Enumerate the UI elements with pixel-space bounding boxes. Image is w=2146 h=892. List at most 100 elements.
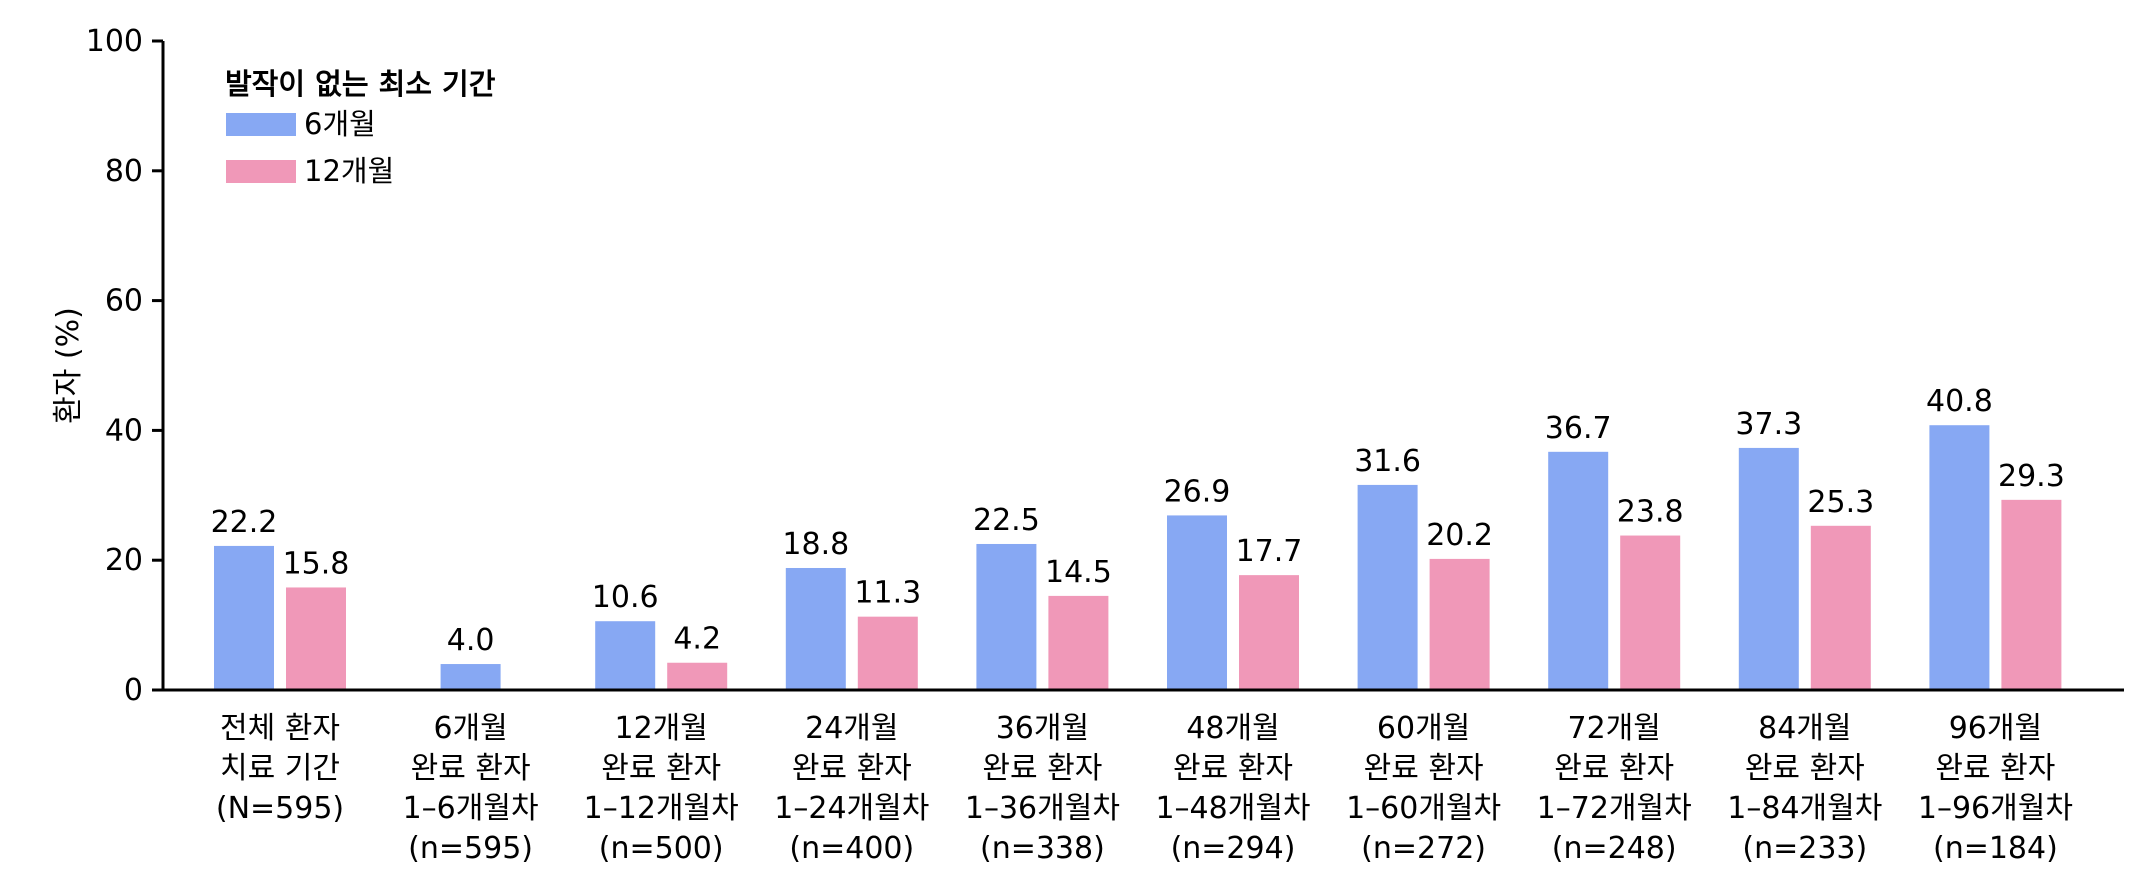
x-category-label-line: 60개월 (1377, 711, 1470, 746)
y-axis: 0 20 40 60 80 100 (86, 24, 165, 708)
bar-six-month (785, 567, 846, 690)
x-category-label-line: 1–96개월차 (1918, 791, 2073, 826)
y-tick-label: 40 (105, 413, 143, 448)
x-category-label-line: (n=400) (789, 831, 914, 866)
bar-six-month (1167, 515, 1227, 690)
legend-entry: 12개월 (304, 154, 394, 188)
value-labels: 22.215.8 4.0 10.6 4.2 18.811.3 22.514.5 26.917… (211, 384, 2065, 658)
x-category-label-line: 1–24개월차 (774, 791, 929, 826)
legend-entry: 6개월 (304, 107, 376, 141)
x-category-label-line: 1–72개월차 (1537, 791, 1692, 826)
data-label: 4.0 (447, 623, 495, 658)
bar-twelve-month (1239, 575, 1299, 690)
x-category-label-line: 1–60개월차 (1346, 791, 1501, 826)
y-tick-label: 80 (105, 154, 143, 189)
x-category-label-line: 완료 환자 (1173, 751, 1293, 786)
x-category-label-line: 96개월 (1949, 711, 2042, 746)
x-category-label: 6개월 완료 환자 1–6개월차 (n=595) (403, 711, 539, 866)
x-category-label-line: 치료 기간 (220, 751, 340, 786)
x-category-label-line: 완료 환자 (1745, 751, 1865, 786)
bar-six-month (440, 664, 501, 690)
y-tick-label: 100 (86, 24, 143, 59)
x-category-label: 24개월 완료 환자 1–24개월차 (n=400) (774, 711, 929, 866)
x-category-label-line: 1–48개월차 (1155, 791, 1310, 826)
bar-twelve-month (2001, 499, 2062, 690)
bar-six-month (1357, 484, 1418, 690)
data-label: 15.8 (283, 546, 350, 581)
x-category-label-line: 완료 환자 (1364, 751, 1484, 786)
x-category-label-line: 1–84개월차 (1727, 791, 1882, 826)
x-category-label-line: 완료 환자 (411, 751, 531, 786)
x-category-label-line: 완료 환자 (1554, 751, 1674, 786)
bar-twelve-month (667, 662, 728, 690)
data-label: 22.5 (973, 503, 1040, 538)
x-category-label-line: (n=272) (1361, 831, 1486, 866)
x-category-label-line: 완료 환자 (601, 751, 721, 786)
x-category-label-line: 24개월 (805, 711, 898, 746)
bar-twelve-month (1810, 525, 1871, 690)
bar-twelve-month (286, 587, 346, 690)
data-label: 17.7 (1236, 534, 1303, 569)
data-label: 11.3 (854, 576, 921, 611)
x-category-label-line: (n=338) (980, 831, 1105, 866)
x-category-label-line: 6개월 (433, 711, 507, 746)
data-label: 20.2 (1426, 518, 1493, 553)
x-category-label-line: 12개월 (615, 711, 708, 746)
x-category-label-line: 48개월 (1186, 711, 1279, 746)
x-category-label-line: (n=500) (599, 831, 724, 866)
bar-six-month (1548, 451, 1609, 690)
x-category-label-line: 1–12개월차 (584, 791, 739, 826)
x-category-label-line: 84개월 (1758, 711, 1851, 746)
bar-twelve-month (1429, 558, 1490, 690)
data-label: 22.2 (211, 505, 278, 540)
bars (214, 425, 2062, 690)
y-tick-label: 60 (105, 284, 143, 319)
bar-twelve-month (857, 616, 918, 690)
data-label: 25.3 (1807, 485, 1874, 520)
data-label: 40.8 (1926, 384, 1993, 419)
x-category-label-line: 36개월 (996, 711, 1089, 746)
bar-twelve-month (1620, 535, 1681, 690)
x-category-label-line: (n=233) (1742, 831, 1867, 866)
x-axis: 전체 환자 치료 기간 (N=595) 6개월 완료 환자 1–6개월차 (n=595) 12… (161, 688, 2124, 866)
x-category-label-line: 완료 환자 (982, 751, 1102, 786)
y-axis-title: 환자 (%) (51, 307, 86, 424)
data-label: 26.9 (1164, 474, 1231, 509)
x-category-label-line: (n=184) (1933, 831, 2058, 866)
data-label: 29.3 (1998, 459, 2065, 494)
x-category-label-line: (n=248) (1552, 831, 1677, 866)
bar-six-month (214, 545, 274, 690)
bar-six-month (1738, 447, 1799, 690)
x-category-label-line: 전체 환자 (220, 711, 340, 746)
bar-twelve-month (1048, 595, 1109, 690)
x-category-label-line: 72개월 (1568, 711, 1661, 746)
y-tick-label: 20 (105, 543, 143, 578)
x-category-label-line: 1–36개월차 (965, 791, 1120, 826)
legend-title: 발작이 없는 최소 기간 (225, 67, 496, 101)
data-label: 23.8 (1617, 495, 1684, 530)
data-label: 4.2 (673, 622, 721, 657)
data-label: 31.6 (1354, 444, 1421, 479)
x-category-label-line: (N=595) (216, 791, 344, 826)
data-label: 18.8 (782, 527, 849, 562)
legend-swatch (226, 113, 296, 136)
data-label: 14.5 (1045, 555, 1112, 590)
data-label: 10.6 (592, 580, 659, 615)
x-category-label-line: 완료 환자 (1935, 751, 2055, 786)
legend: 발작이 없는 최소 기간 6개월 12개월 (225, 67, 496, 188)
x-category-label-line: (n=294) (1171, 831, 1296, 866)
bar-six-month (595, 621, 656, 690)
y-tick-label: 0 (124, 673, 143, 708)
bar-six-month (1929, 425, 1990, 690)
x-category-label-line: (n=595) (408, 831, 533, 866)
data-label: 36.7 (1545, 411, 1612, 446)
bar-six-month (976, 543, 1037, 690)
